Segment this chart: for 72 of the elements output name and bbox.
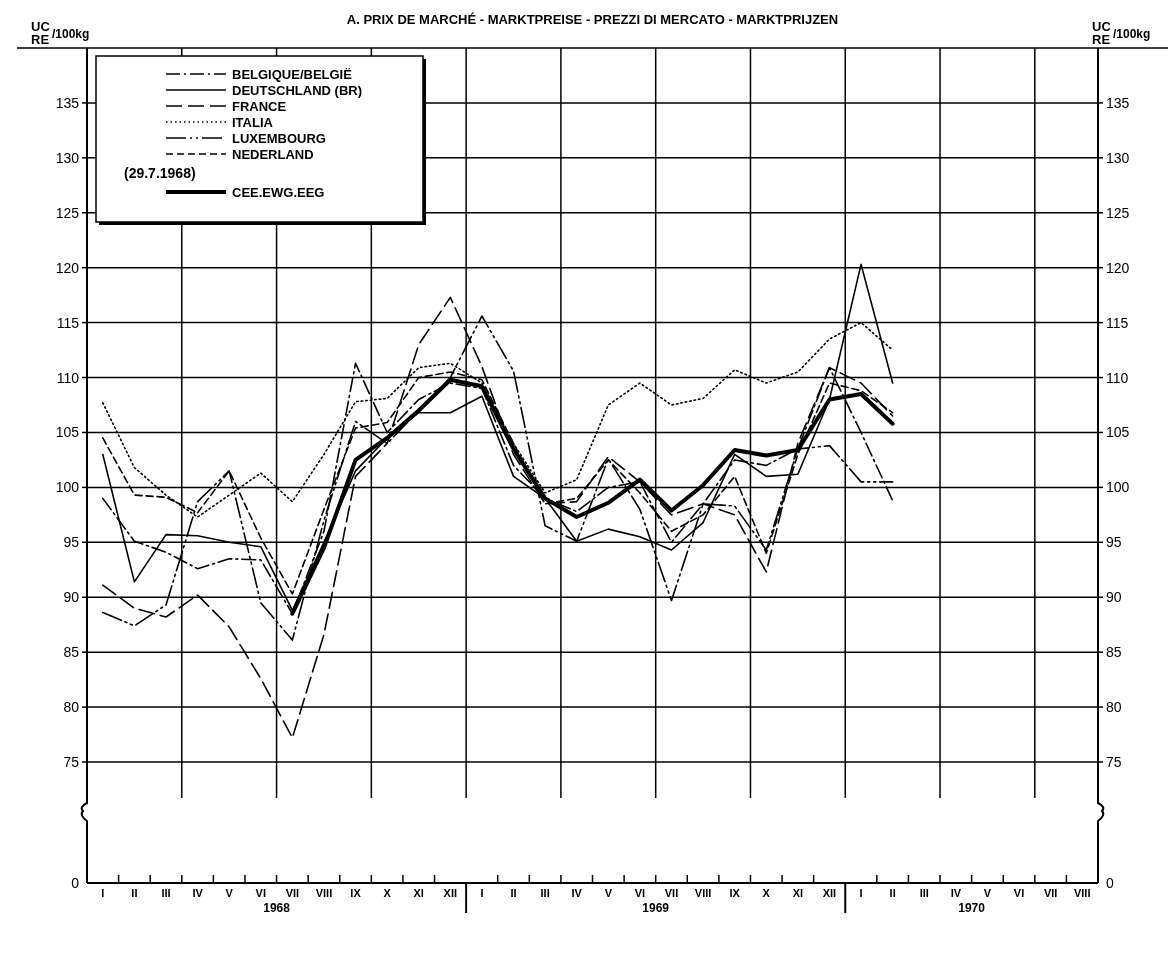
annotation: (29.7.1968)	[124, 165, 196, 181]
x-tick-label: XI	[413, 887, 424, 899]
x-tick-label: VIII	[1073, 887, 1091, 899]
y-tick-label: 120	[55, 259, 80, 276]
legend-label: LUXEMBOURG	[232, 131, 326, 146]
x-tick-label: VII	[285, 887, 300, 899]
y2-tick-label: 100	[1106, 479, 1130, 496]
legend-label: CEE.EWG.EEG	[232, 185, 325, 200]
x-tick-label: IV	[192, 887, 204, 899]
x-tick-label: XII	[822, 887, 837, 899]
x-tick-label: VIII	[694, 887, 712, 899]
y2-tick-label: 120	[1106, 259, 1130, 276]
y2-tick-label: 125	[1106, 204, 1130, 221]
text: 1970	[958, 901, 986, 915]
x-tick-label: VI	[255, 887, 266, 899]
x-tick-label: I	[101, 887, 105, 899]
x-tick-label: VI	[1013, 887, 1025, 899]
x-tick-label: V	[604, 887, 613, 899]
x-tick-label: VII	[1043, 887, 1058, 899]
y2-tick-label: 130	[1106, 149, 1130, 166]
x-tick-label: VI	[634, 887, 646, 899]
x-tick-label: III	[919, 887, 929, 899]
x-tick-label: II	[889, 887, 896, 899]
x-tick-label: IV	[950, 887, 962, 899]
x-tick-label: XI	[792, 887, 804, 899]
y-tick-label: 85	[63, 644, 80, 661]
text: 1969	[642, 901, 670, 915]
y-tick-label: 95	[63, 534, 80, 551]
y-tick-label: 125	[55, 204, 80, 221]
y2-tick-label: 80	[1106, 699, 1122, 716]
text: 1968	[263, 901, 291, 915]
y2-tick-label: 135	[1106, 94, 1130, 111]
legend-label: FRANCE	[232, 99, 287, 114]
y2-tick-label: 85	[1106, 644, 1122, 661]
y-tick-label: 110	[56, 369, 80, 386]
x-tick-label: IX	[729, 887, 741, 899]
legend-label: ITALIA	[232, 115, 274, 130]
y-tick-label: 105	[55, 424, 80, 441]
y-tick-label: 75	[63, 754, 80, 770]
legend-label: DEUTSCHLAND (BR)	[232, 83, 362, 98]
y2-tick-label: 115	[1106, 314, 1129, 331]
y-tick-label: 90	[63, 589, 80, 606]
y2-tick-label: 110	[1106, 369, 1129, 386]
chart-title: A. PRIX DE MARCHÉ - MARKTPREISE - PREZZI DI MERCATO - MARKTPRIJZEN	[346, 12, 839, 27]
y-tick-label: 100	[55, 479, 80, 496]
x-tick-label: XII	[443, 887, 458, 899]
x-tick-label: I	[859, 887, 863, 899]
x-tick-label: VII	[664, 887, 679, 899]
y2-tick-label: 90	[1106, 589, 1122, 606]
text: 0	[71, 875, 80, 891]
x-tick-label: I	[480, 887, 484, 899]
x-tick-label: IV	[571, 887, 583, 899]
y2-tick-label: 105	[1106, 424, 1130, 441]
y-tick-label: 80	[63, 699, 80, 716]
x-tick-label: X	[762, 887, 771, 899]
x-tick-label: II	[131, 887, 138, 899]
y2-tick-label: 95	[1106, 534, 1122, 551]
x-tick-label: V	[983, 887, 992, 899]
x-tick-label: IX	[350, 887, 362, 899]
y2-tick-label: 75	[1106, 754, 1122, 770]
x-tick-label: V	[225, 887, 234, 899]
x-tick-label: II	[510, 887, 517, 899]
y-tick-label: 130	[55, 149, 80, 166]
legend-label: BELGIQUE/BELGIË	[232, 67, 353, 82]
x-tick-label: III	[540, 887, 550, 899]
x-tick-label: VIII	[315, 887, 333, 899]
y-tick-label: 115	[56, 314, 80, 331]
x-tick-label: X	[383, 887, 392, 899]
x-tick-label: III	[161, 887, 171, 899]
text: 0	[1106, 875, 1114, 891]
legend-label: NEDERLAND	[232, 147, 314, 162]
y-tick-label: 135	[55, 94, 80, 111]
